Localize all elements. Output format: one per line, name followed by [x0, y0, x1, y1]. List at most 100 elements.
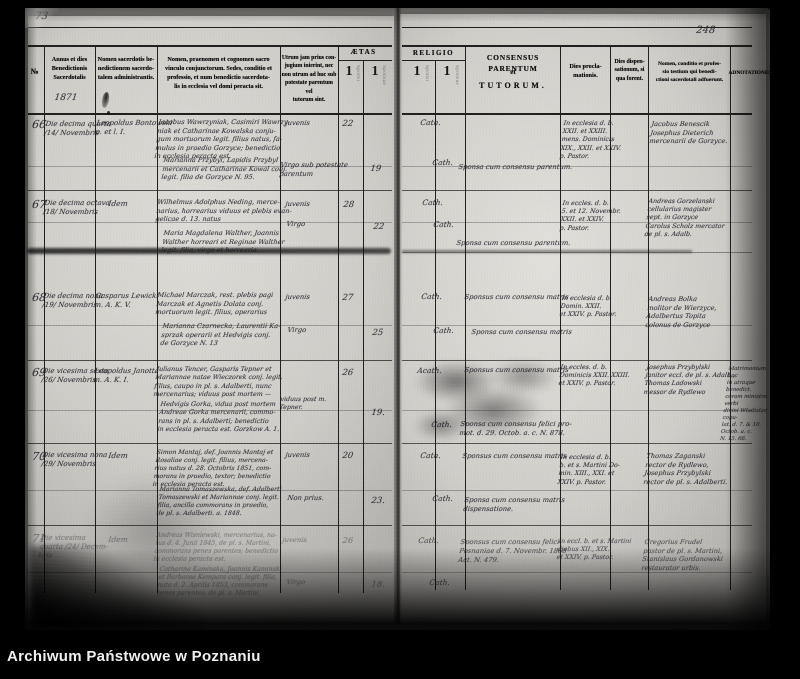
row-69-bride: Hedvigis Gorka, vidua post mortem Andrea… — [156, 400, 280, 433]
row-71-age-bride: 18. — [370, 580, 386, 590]
row-66-proclamation: In ecclesia d. b. XXII. et XXIII. mens. … — [559, 120, 622, 160]
header-proclamationis: Dies procla- mationis. — [569, 63, 602, 80]
header-adnotationes: ADNOTATIONES — [728, 70, 772, 76]
header-aetas-sponsae-numeral: 1 — [371, 64, 379, 79]
row-67-date: Die decima octava /18/ Novembris — [42, 199, 111, 217]
header-testium: Nomen, conditio et profes- sio testium q… — [655, 61, 724, 84]
row-71-proclamation: In eccl. b. et s. Martini diebus XII., X… — [556, 538, 632, 562]
row-71-date: Die vicesima quarta /24/ Decem- bris — [37, 534, 109, 561]
row-68-religio-bride: Cath. — [432, 326, 455, 335]
row-67-age-bride: 22 — [372, 222, 385, 232]
header-annus-year: 1871 — [53, 93, 78, 103]
row-67-age-groom: 28 — [342, 200, 355, 210]
row-70-consensus-groom: Sponsus cum consensu matris — [462, 452, 568, 460]
row-67-bride: Maria Magdalena Walther, Joannis Walther… — [160, 229, 286, 255]
row-71-status-bride: Virgo — [286, 578, 306, 586]
row-71-groom: Andreas Wisniewski, mercenarius, na- tus… — [153, 532, 279, 564]
row-69-status-groom: viduus post m. Tepner. — [279, 396, 327, 412]
row-67-consensus-bride: Sponsa cum consensu parentum. — [456, 239, 571, 247]
row-69-religio-bride: Cath. — [430, 420, 453, 429]
row-68-proclamation: In ecclesia d. b. Domin. XXII. et XXIV. … — [559, 295, 617, 319]
row-67-groom: Wilhelmus Adolphus Neding, merce- narius… — [154, 198, 293, 224]
row-70-age-groom: 20 — [341, 451, 354, 461]
row-68-consensus-groom: Sponsus cum consensu matris — [464, 293, 570, 301]
row-71-religio-bride: Cath. — [428, 578, 451, 587]
row-71-witnesses: Gregorius Frudel pastor de pl. s. Martin… — [640, 538, 724, 572]
row-68-consensus-bride: Sponsa cum consensu matris — [471, 328, 573, 336]
table-grid-left — [28, 16, 394, 622]
folio-number-left: 73 — [34, 11, 49, 22]
row-66-age-bride: 19 — [369, 164, 382, 174]
row-67-status-bride: Virgo — [286, 220, 306, 228]
row-70-consensus-bride: Sponsa cum consensu matris dispensatione… — [462, 496, 566, 513]
folio-number-right: 248 — [695, 25, 716, 36]
row-66-religio-bride: Cath. — [431, 158, 454, 167]
row-70-priest: Idem — [107, 451, 129, 460]
row-71-status-groom: juvenis — [282, 536, 308, 544]
header-religio-sponsi-numeral: 1 — [413, 64, 421, 79]
header-utrum: Utrum jam prius con- jugium inierint, ne… — [281, 55, 337, 103]
scanned-register-spread: 73 248 № Annus et dies Benedictionis Sac… — [25, 8, 772, 630]
header-nomen-conjunctorum: Nomen, praenomen et cognomen sacro vincu… — [165, 56, 272, 90]
header-annus: Annus et dies Benedictionis Sacerdotalis — [51, 56, 88, 81]
row-67-witnesses: Andreas Gorzelanski cellularius magister… — [644, 198, 726, 238]
row-71-bride: Catharina Kaminska, Joannis Kaminski et … — [156, 566, 282, 598]
row-66-bride: Marianna Przybyl, Lapidis Przybyl mercen… — [160, 156, 288, 182]
header-aetas-sponsi-numeral: 1 — [345, 64, 353, 79]
register-page-right — [400, 14, 766, 622]
row-68-age-groom: 27 — [341, 293, 354, 303]
header-sacerdos: Nomen sacerdotis be- nedictionem sacerdo… — [97, 56, 155, 81]
header-aetas-sponsae-label: Sponsae — [381, 65, 386, 86]
row-70-status-bride: Non prius. — [287, 494, 325, 502]
row-71-priest: Idem — [107, 535, 129, 544]
row-66-witnesses: Jacobus Benescik Josephus Dieterich merc… — [648, 120, 728, 146]
archive-caption: Archiwum Państwowe w Poznaniu — [7, 648, 261, 665]
row-67-religio-bride: Cath. — [432, 220, 455, 229]
row-69-age-groom: 26 — [341, 368, 354, 378]
row-70-groom: Simon Mantaj, def. Joannis Mantaj et Ros… — [152, 449, 274, 489]
row-68-bride: Marianna Czarnecka, Laurentii Ka- sprzak… — [159, 322, 281, 348]
row-68-priest: Gasparus Lewicki m. A. K. V. — [93, 292, 160, 310]
row-71-age-groom: 26 — [341, 536, 354, 546]
row-70-age-bride: 23. — [370, 496, 386, 506]
row-69-religio-groom: Acath. — [416, 366, 443, 375]
row-70-proclamation: In ecclesia d. b. b. et s. Martini Do- m… — [557, 454, 621, 486]
header-consensus-line1: CONSENSUS PARENTUM — [486, 53, 540, 73]
row-67-priest: Idem — [107, 199, 129, 208]
header-religio-sponsi-label: Sponsi — [424, 65, 429, 82]
row-70-witnesses: Thomas Zaganski rector de Rydlewo, Josep… — [642, 452, 728, 486]
row-68-status-groom: juvenis — [285, 293, 311, 301]
row-66-religio-groom: Cath. — [419, 118, 442, 127]
row-71-consensus-groom: Sponsus cum consensu felici Posnaniae d.… — [457, 538, 568, 564]
header-religio-sponsae-label: Sponsae — [454, 65, 459, 86]
header-aetas-sponsi-label: Sponsi — [355, 65, 360, 82]
register-page-left — [28, 16, 394, 622]
header-dispensationum: Dies dispen- sationum, si qua forent. — [614, 59, 645, 82]
row-67-religio-groom: Cath. — [421, 198, 444, 207]
header-aetas: ÆTAS — [350, 48, 377, 56]
row-66-consensus-bride: Sponsa cum consensu parentum. — [458, 163, 573, 171]
row-68-groom: Michael Marczak, rest. plebis pagi Marcz… — [154, 291, 274, 317]
row-67-status-groom: juvenis — [285, 200, 311, 208]
row-70-religio-bride: Cath. — [431, 494, 454, 503]
row-70-bride: Marianna Tomaszewska, def. Adalberti Tom… — [156, 486, 282, 518]
header-religio-sponsae-numeral: 1 — [443, 64, 451, 79]
row-71-religio-groom: Cath. — [417, 536, 440, 545]
header-nr: № — [30, 67, 39, 76]
row-69-priest: Leopoldus Janotta m. A. K. I. — [92, 367, 160, 385]
row-69-groom: Julianus Tencer, Gasparis Tepner et Mari… — [152, 365, 284, 398]
row-66-status-bride: Virgo sub potestate parentum — [278, 161, 349, 178]
row-69-proclamation: In eccles. d. b. Dominicis XXII. XXIII. … — [558, 364, 631, 388]
row-70-date: Die vicesima nona /29/ Novembris — [40, 451, 108, 469]
table-grid-right — [400, 14, 766, 622]
row-66-status-groom: juvenis — [285, 119, 311, 127]
row-66-age-groom: 22 — [341, 119, 354, 129]
row-68-age-bride: 25 — [371, 328, 384, 338]
row-69-age-bride: 19. — [370, 408, 386, 418]
row-66-groom: Jacobus Wawrzyniak, Casimiri Wawrzy- nia… — [153, 118, 291, 161]
row-69-consensus-groom: Sponsus cum consensu matris — [464, 366, 570, 374]
header-consensus-line3: TUTORUM. — [479, 81, 547, 90]
row-69-witnesses: Josephus Przybylski janitor eccl. de pl.… — [643, 364, 736, 396]
row-67-proclamation: In eccles. d. b. 5. et 12. Novembr. XXII… — [559, 200, 622, 232]
